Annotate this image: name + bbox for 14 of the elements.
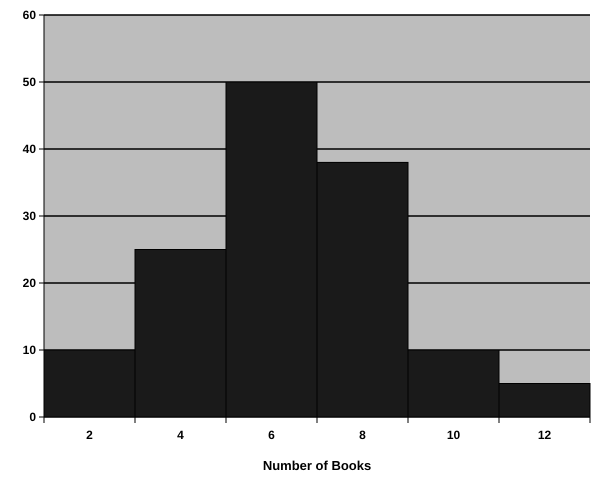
x-tick-label: 2 (86, 428, 94, 442)
y-tick-label: 60 (22, 8, 36, 22)
y-tick-label: 0 (29, 410, 36, 424)
x-tick-label: 10 (446, 428, 460, 442)
y-tick-label: 10 (22, 342, 36, 357)
x-axis-title: Number of Books (262, 458, 372, 473)
x-tick-label: 4 (177, 428, 184, 442)
x-tick-label: 6 (268, 428, 276, 442)
x-tick-label: 12 (538, 428, 552, 442)
y-tick-label: 40 (22, 142, 36, 156)
y-tick-label: 50 (22, 74, 36, 89)
x-tick-label: 8 (359, 428, 366, 442)
y-tick-label: 30 (22, 208, 36, 223)
y-tick-label: 20 (22, 276, 36, 290)
